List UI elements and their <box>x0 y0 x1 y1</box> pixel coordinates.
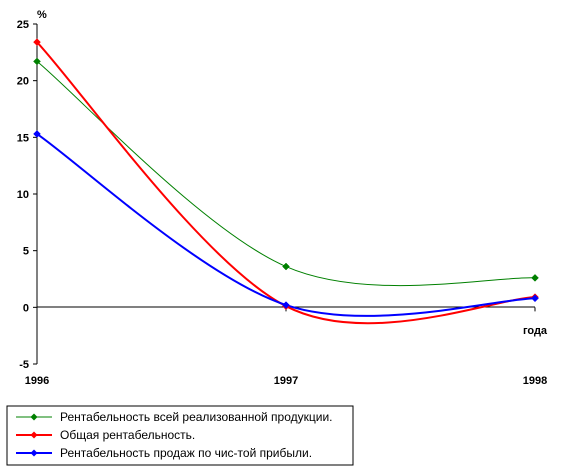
data-point <box>33 57 41 66</box>
series-line <box>36 41 536 325</box>
legend-label: Рентабельность всей реализованной продук… <box>60 410 333 424</box>
y-tick-label: 10 <box>17 189 29 201</box>
legend-items: Рентабельность всей реализованной продук… <box>16 410 333 460</box>
legend-label: Рентабельность продаж по чис-той прибыли… <box>60 446 312 460</box>
legend-swatch-marker <box>30 413 38 421</box>
y-tick-label: 25 <box>17 19 29 31</box>
data-point <box>33 38 41 46</box>
data-point <box>282 262 290 271</box>
legend-box <box>6 405 354 466</box>
y-ticks: -5 0 5 10 15 20 25 <box>17 19 37 371</box>
series-lines <box>36 41 536 325</box>
x-axis-label: года <box>523 325 548 337</box>
x-tick-label: 1997 <box>274 375 298 387</box>
x-tick-label: 1998 <box>523 375 547 387</box>
series-line <box>36 133 536 317</box>
y-tick-label: 15 <box>17 132 29 144</box>
legend-swatch-marker <box>30 449 38 457</box>
x-tick-label: 1996 <box>25 375 49 387</box>
data-point <box>33 130 41 138</box>
data-point <box>531 274 539 282</box>
y-tick-label: -5 <box>19 359 29 371</box>
data-point <box>282 301 290 309</box>
legend-swatch-marker <box>30 431 38 439</box>
legend: Рентабельность всей реализованной продук… <box>6 405 354 466</box>
y-tick-label: 5 <box>23 246 29 258</box>
y-tick-label: 20 <box>17 76 29 88</box>
y-axis-label: % <box>37 9 47 21</box>
data-point <box>531 294 539 303</box>
series-markers <box>33 38 539 311</box>
y-tick-label: 0 <box>23 302 29 314</box>
series-line <box>36 61 536 287</box>
legend-label: Общая рентабельность. <box>60 428 195 442</box>
x-ticks: 1996 1997 1998 <box>25 307 547 387</box>
